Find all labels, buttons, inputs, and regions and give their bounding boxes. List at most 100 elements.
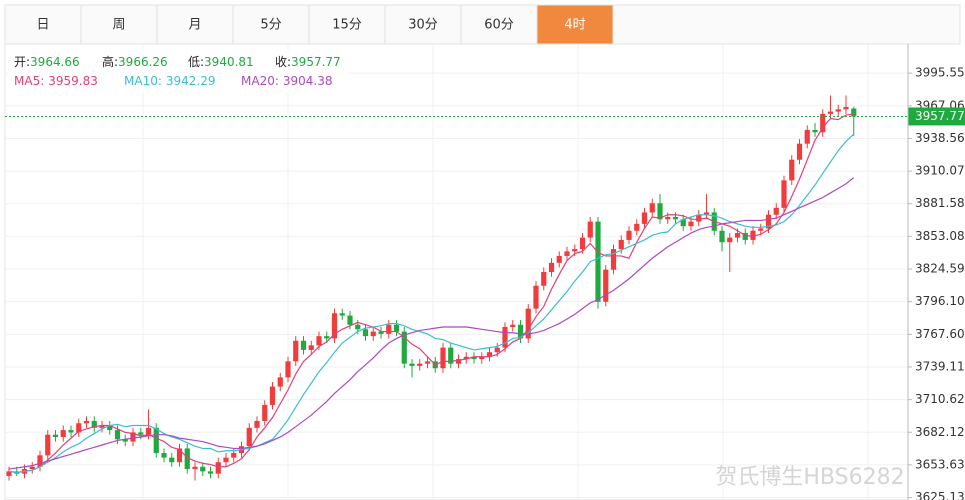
tab[interactable]: 15分 <box>308 4 386 45</box>
candle-body <box>83 420 90 424</box>
y-tick-label: 3767.60 <box>915 327 965 341</box>
candle-body <box>610 249 617 270</box>
tab-bg <box>536 4 614 45</box>
candle-body <box>455 359 462 364</box>
tab[interactable]: 月 <box>156 4 234 45</box>
candle-body <box>796 143 803 160</box>
candle-body <box>6 471 12 476</box>
candle-body <box>618 239 624 250</box>
candle-body <box>246 427 252 447</box>
candle-body <box>820 113 826 133</box>
candle-body <box>510 324 516 327</box>
time-grid <box>142 44 869 500</box>
info-value: 3964.66 <box>30 55 80 69</box>
legend-value: 3904.38 <box>283 74 333 88</box>
candle-body <box>231 453 237 458</box>
candle-body <box>107 425 113 431</box>
y-tick-label: 3625.13 <box>915 490 965 500</box>
y-tick-label: 3881.58 <box>915 196 965 210</box>
candle-body <box>262 404 268 421</box>
tab[interactable]: 日 <box>4 4 82 45</box>
legend-item: MA5: 3959.83 <box>14 74 98 88</box>
candle-body <box>60 430 66 437</box>
candle-body <box>657 203 663 220</box>
tab-bg <box>4 4 82 45</box>
tab[interactable]: 4时 <box>536 4 614 45</box>
candle-body <box>440 347 446 369</box>
y-tick-label: 3682.12 <box>915 425 965 439</box>
tab[interactable]: 周 <box>80 4 158 45</box>
price-label-bg <box>908 107 965 126</box>
candle-body <box>494 347 500 353</box>
legend-item: MA20: 3904.38 <box>241 74 333 88</box>
candle-body <box>130 432 136 442</box>
tab[interactable]: 30分 <box>384 4 462 45</box>
candle-body <box>734 233 741 238</box>
y-tick-label: 3910.07 <box>915 164 965 178</box>
info-label: 高: <box>102 54 118 69</box>
candle-body <box>688 221 694 227</box>
candle-body <box>68 430 74 433</box>
candle-body <box>626 230 632 240</box>
info-item: 高:3966.26 <box>102 54 168 69</box>
candle-body <box>393 324 400 332</box>
candle-body <box>851 108 857 117</box>
tab-label: 4时 <box>564 18 585 33</box>
candle-body <box>37 455 43 467</box>
candle-body <box>285 361 291 378</box>
legend-value: 3959.83 <box>48 74 98 88</box>
watermark: 贺氏博生HBS6282 <box>715 465 904 490</box>
candle-body <box>138 432 144 435</box>
candle-body <box>424 361 431 364</box>
candle-body <box>603 269 609 302</box>
candle-body <box>727 237 733 243</box>
candle-body <box>533 285 539 309</box>
candle-body <box>300 340 307 350</box>
info-item: 开:3964.66 <box>14 55 80 69</box>
candle-body <box>277 377 283 387</box>
candle-body <box>114 430 121 440</box>
candle-body <box>339 313 345 316</box>
candle-body <box>463 356 469 360</box>
tab-bg <box>156 4 234 45</box>
candle-body <box>804 129 810 144</box>
candle-body <box>161 453 167 458</box>
candle-body <box>324 336 330 339</box>
candle-body <box>672 217 679 220</box>
candle-body <box>417 363 423 366</box>
candle-body <box>548 262 555 272</box>
candle-body <box>153 427 159 454</box>
candle-body <box>471 356 477 360</box>
tab-label: 5分 <box>260 18 281 33</box>
ma-line <box>8 177 855 470</box>
candle-body <box>564 251 570 256</box>
candle-body <box>479 356 485 360</box>
info-value: 3966.26 <box>118 55 168 69</box>
candle-body <box>378 331 384 334</box>
candle-body <box>316 336 322 346</box>
y-tick-label: 3739.11 <box>915 359 965 373</box>
candle-body <box>781 180 787 208</box>
candle-body <box>176 448 183 463</box>
info-item: 收:3957.77 <box>275 55 341 69</box>
y-tick-label: 3796.10 <box>915 294 965 308</box>
candle-body <box>192 466 198 470</box>
candle-body <box>29 466 35 470</box>
candle-body <box>556 255 562 263</box>
candle-body <box>169 457 175 463</box>
candle-body <box>223 457 229 463</box>
tab[interactable]: 60分 <box>460 4 538 45</box>
tab-label: 日 <box>36 18 49 33</box>
y-tick-label: 3938.56 <box>915 131 965 145</box>
tab[interactable]: 5分 <box>232 4 310 45</box>
candle-body <box>269 386 276 405</box>
candle-body <box>758 228 764 231</box>
candle-body <box>665 217 671 220</box>
candle-body <box>789 159 795 181</box>
info-label: 开: <box>14 55 30 69</box>
candle-body <box>765 214 772 229</box>
legend-item: MA10: 3942.29 <box>124 74 216 88</box>
candle-body <box>409 363 415 366</box>
candle-body <box>200 466 206 472</box>
